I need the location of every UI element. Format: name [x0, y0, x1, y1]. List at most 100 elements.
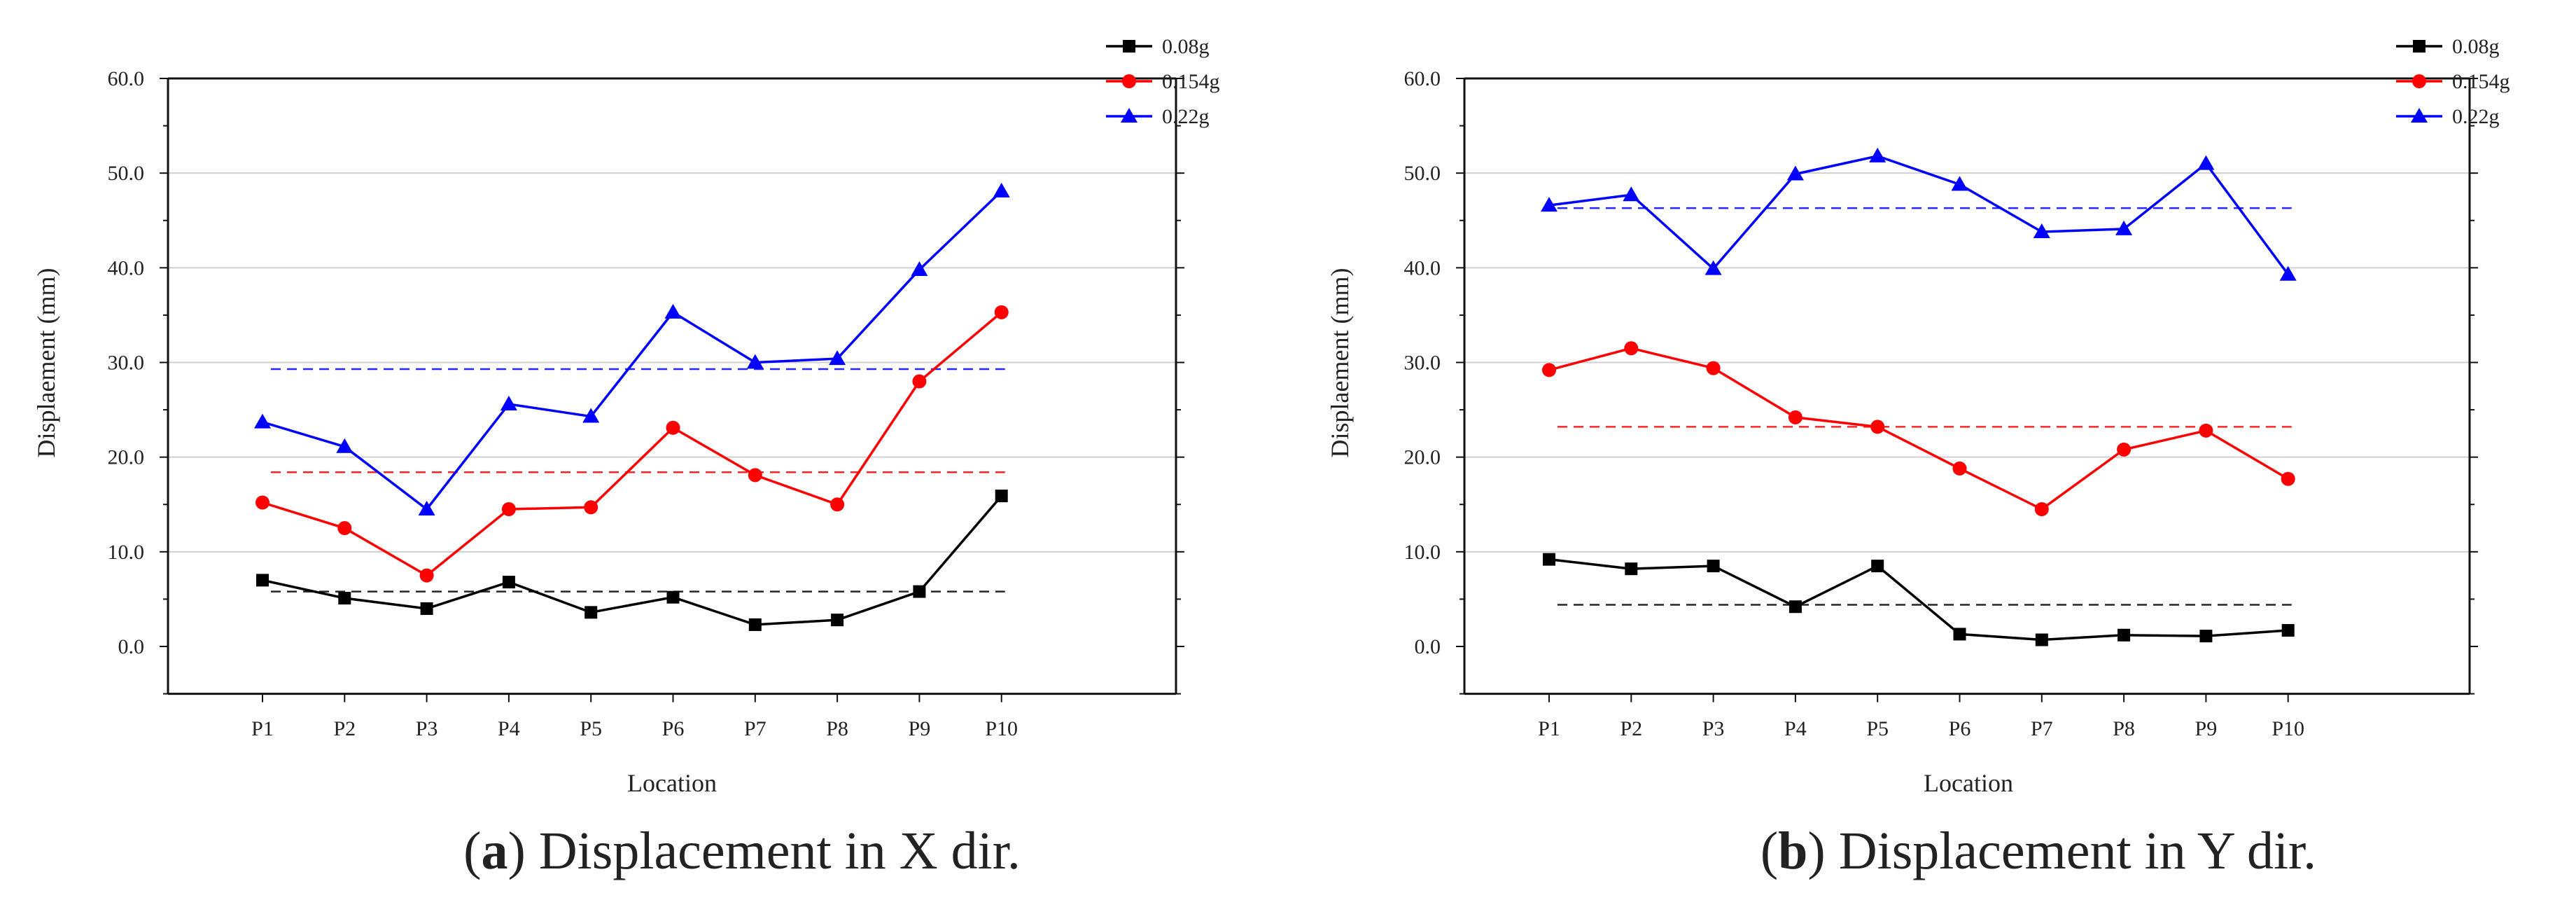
data-point: [584, 606, 598, 619]
data-point: [1624, 341, 1639, 356]
data-point: [2118, 628, 2131, 642]
data-point: [1623, 186, 1640, 202]
x-tick-label: P6: [1949, 717, 1971, 740]
series-line-0.08g: [262, 494, 1003, 626]
data-point: [664, 303, 682, 319]
data-point: [1707, 560, 1720, 573]
data-point: [2281, 471, 2295, 486]
data-point: [829, 350, 846, 366]
y-tick-label: 20.0: [1404, 446, 1441, 469]
data-point: [1951, 176, 1968, 191]
data-point: [2197, 155, 2215, 170]
y-tick-label: 60.0: [1404, 67, 1441, 90]
series-line-0.154g: [1548, 347, 2289, 511]
y-tick-label: 20.0: [108, 446, 145, 469]
data-point: [255, 495, 270, 510]
data-point: [2279, 265, 2297, 281]
legend-label: 0.154g: [2452, 70, 2510, 93]
x-tick-label: P9: [2195, 717, 2218, 740]
x-tick-label: P7: [744, 717, 766, 740]
data-point: [1542, 363, 1556, 378]
data-point: [748, 618, 762, 631]
data-point: [337, 521, 352, 536]
x-axis-label: Location: [627, 769, 717, 797]
x-tick-label: P8: [2113, 717, 2135, 740]
series-line-0.22g: [262, 190, 1002, 511]
data-point: [746, 354, 764, 369]
data-point: [338, 592, 351, 605]
x-tick-label: P2: [1620, 717, 1642, 740]
caption-letter: b: [1778, 822, 1807, 880]
data-point: [2115, 220, 2133, 235]
legend-label: 0.08g: [1162, 35, 1210, 58]
x-tick-label: P3: [416, 717, 438, 740]
caption-prefix: (: [463, 822, 481, 880]
data-point: [1952, 461, 1967, 476]
series-line-0.154g: [262, 311, 1002, 577]
data-point: [420, 602, 433, 615]
x-tick-label: P5: [1866, 717, 1889, 740]
data-point: [993, 182, 1010, 198]
x-tick-label: P10: [2272, 717, 2304, 740]
data-point: [256, 574, 269, 587]
data-point: [2281, 624, 2295, 637]
panel-b: 0.0 10.0 20.0 30.0 40.0 50.0 60.0 P1 P2 P3 P4 P5 P6 P…: [1326, 35, 2510, 880]
legend-label: 0.22g: [1162, 105, 1210, 128]
data-point: [1870, 420, 1885, 434]
data-point: [831, 614, 844, 627]
y-tick-label: 10.0: [1404, 541, 1441, 564]
x-tick-label: P4: [498, 717, 520, 740]
data-point: [584, 500, 598, 515]
data-point: [2199, 630, 2213, 643]
x-tick-label: P4: [1784, 717, 1807, 740]
data-point: [1625, 562, 1638, 576]
y-tick-label: 50.0: [108, 162, 145, 185]
data-point: [1869, 147, 1886, 162]
data-point: [2117, 442, 2132, 457]
data-point: [2199, 423, 2213, 438]
data-point: [1871, 560, 1884, 573]
data-point: [1788, 600, 1802, 614]
series-line-0.08g: [1548, 558, 2288, 642]
x-tick-label: P6: [662, 717, 685, 740]
y-axis-label: Displaement (mm): [32, 268, 60, 458]
legend-marker: [1121, 108, 1138, 123]
data-point: [1543, 553, 1555, 566]
y-tick-label: 0.0: [1415, 635, 1441, 658]
y-tick-label: 30.0: [1404, 352, 1441, 375]
x-tick-label: P9: [909, 717, 931, 740]
data-point: [2034, 502, 2049, 517]
x-tick-label: P10: [985, 717, 1018, 740]
panel-caption: (b) Displacement in Y dir.: [1760, 822, 2316, 880]
legend-marker: [2411, 108, 2428, 123]
data-point: [2035, 633, 2048, 646]
legend-marker: [2412, 74, 2426, 88]
y-tick-label: 40.0: [108, 256, 145, 279]
legend-marker: [2413, 40, 2426, 53]
data-point: [254, 413, 271, 429]
x-tick-label: P8: [826, 717, 848, 740]
data-point: [336, 438, 354, 453]
panel-a: 0.0 10.0 20.0 30.0 40.0 50.0 60.0 P1 P2 P3 P4 P5 P6 P…: [32, 35, 1220, 880]
x-tick-label: P3: [1702, 717, 1725, 740]
data-point: [995, 490, 1008, 503]
data-point: [1706, 361, 1721, 375]
caption-text: ) Displacement in X dir.: [507, 822, 1020, 880]
data-point: [1953, 628, 1966, 641]
panel-caption: (a) Displacement in X dir.: [463, 822, 1021, 880]
y-tick-label: 50.0: [1404, 162, 1441, 185]
x-tick-label: P1: [251, 717, 274, 740]
legend-label: 0.08g: [2452, 35, 2500, 58]
data-point: [911, 261, 928, 277]
x-tick-label: P7: [2031, 717, 2053, 740]
y-tick-label: 30.0: [108, 352, 145, 375]
data-point: [500, 395, 517, 410]
legend-marker: [1123, 40, 1135, 53]
caption-letter: a: [481, 822, 507, 880]
data-point: [666, 420, 680, 435]
x-axis-label: Location: [1924, 769, 2013, 797]
legend-marker: [1122, 74, 1136, 88]
y-tick-label: 10.0: [108, 541, 145, 564]
legend-label: 0.22g: [2452, 105, 2500, 128]
